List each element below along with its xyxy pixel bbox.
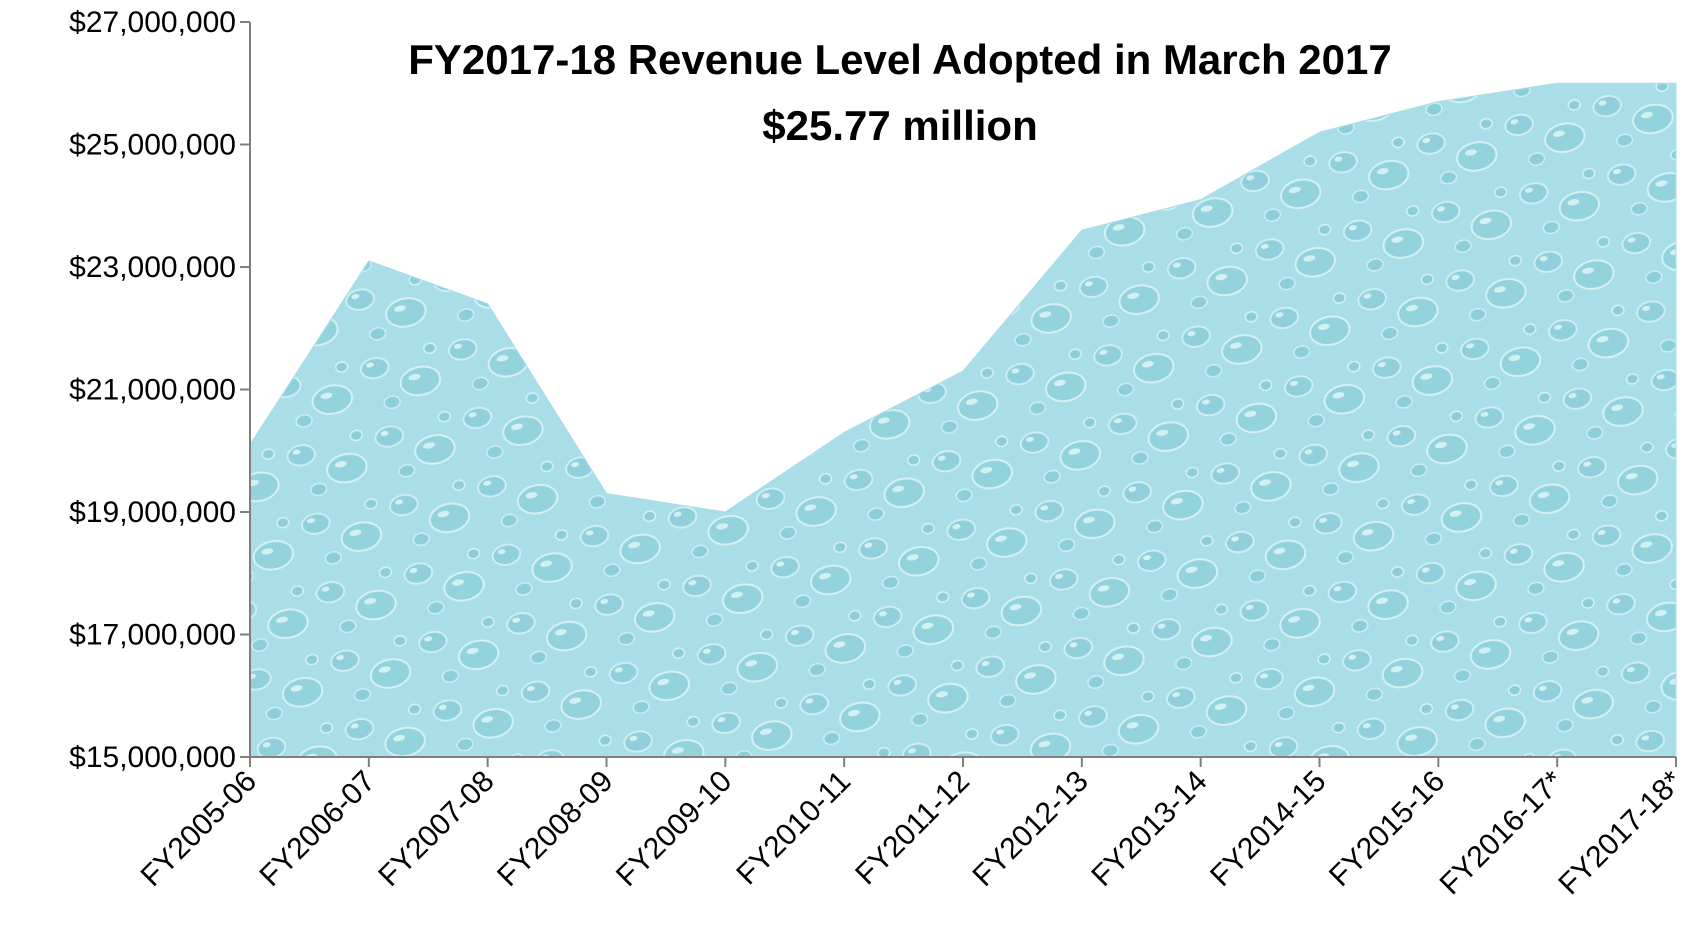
x-tick-label: FY2015-16 [1323, 765, 1451, 893]
plot-area [249, 82, 1677, 758]
x-tick-label: FY2014-15 [1204, 765, 1332, 893]
x-tick-label: FY2017-18* [1552, 764, 1684, 901]
y-tick-label: $15,000,000 [69, 741, 236, 774]
area [249, 82, 1677, 758]
x-tick-label: FY2008-09 [491, 765, 619, 893]
x-tick-label: FY2005-06 [135, 765, 263, 893]
y-tick-label: $19,000,000 [69, 496, 236, 529]
x-tick-label: FY2012-13 [966, 765, 1094, 893]
x-tick-label: FY2013-14 [1085, 765, 1213, 893]
y-tick-label: $17,000,000 [69, 619, 236, 652]
x-tick-label: FY2006-07 [253, 765, 381, 893]
x-tick-label: FY2010-11 [730, 765, 857, 892]
y-tick-label: $21,000,000 [69, 374, 236, 407]
x-tick-label: FY2011-12 [849, 765, 976, 892]
x-tick-label: FY2009-10 [610, 765, 738, 893]
chart-title: FY2017-18 Revenue Level Adopted in March… [408, 36, 1392, 83]
y-tick-label: $25,000,000 [69, 129, 236, 162]
x-tick-label: FY2016-17* [1434, 764, 1571, 901]
x-tick-label: FY2007-08 [372, 765, 500, 893]
y-tick-label: $27,000,000 [69, 6, 236, 39]
y-tick-label: $23,000,000 [69, 251, 236, 284]
chart-subtitle: $25.77 million [762, 102, 1037, 149]
